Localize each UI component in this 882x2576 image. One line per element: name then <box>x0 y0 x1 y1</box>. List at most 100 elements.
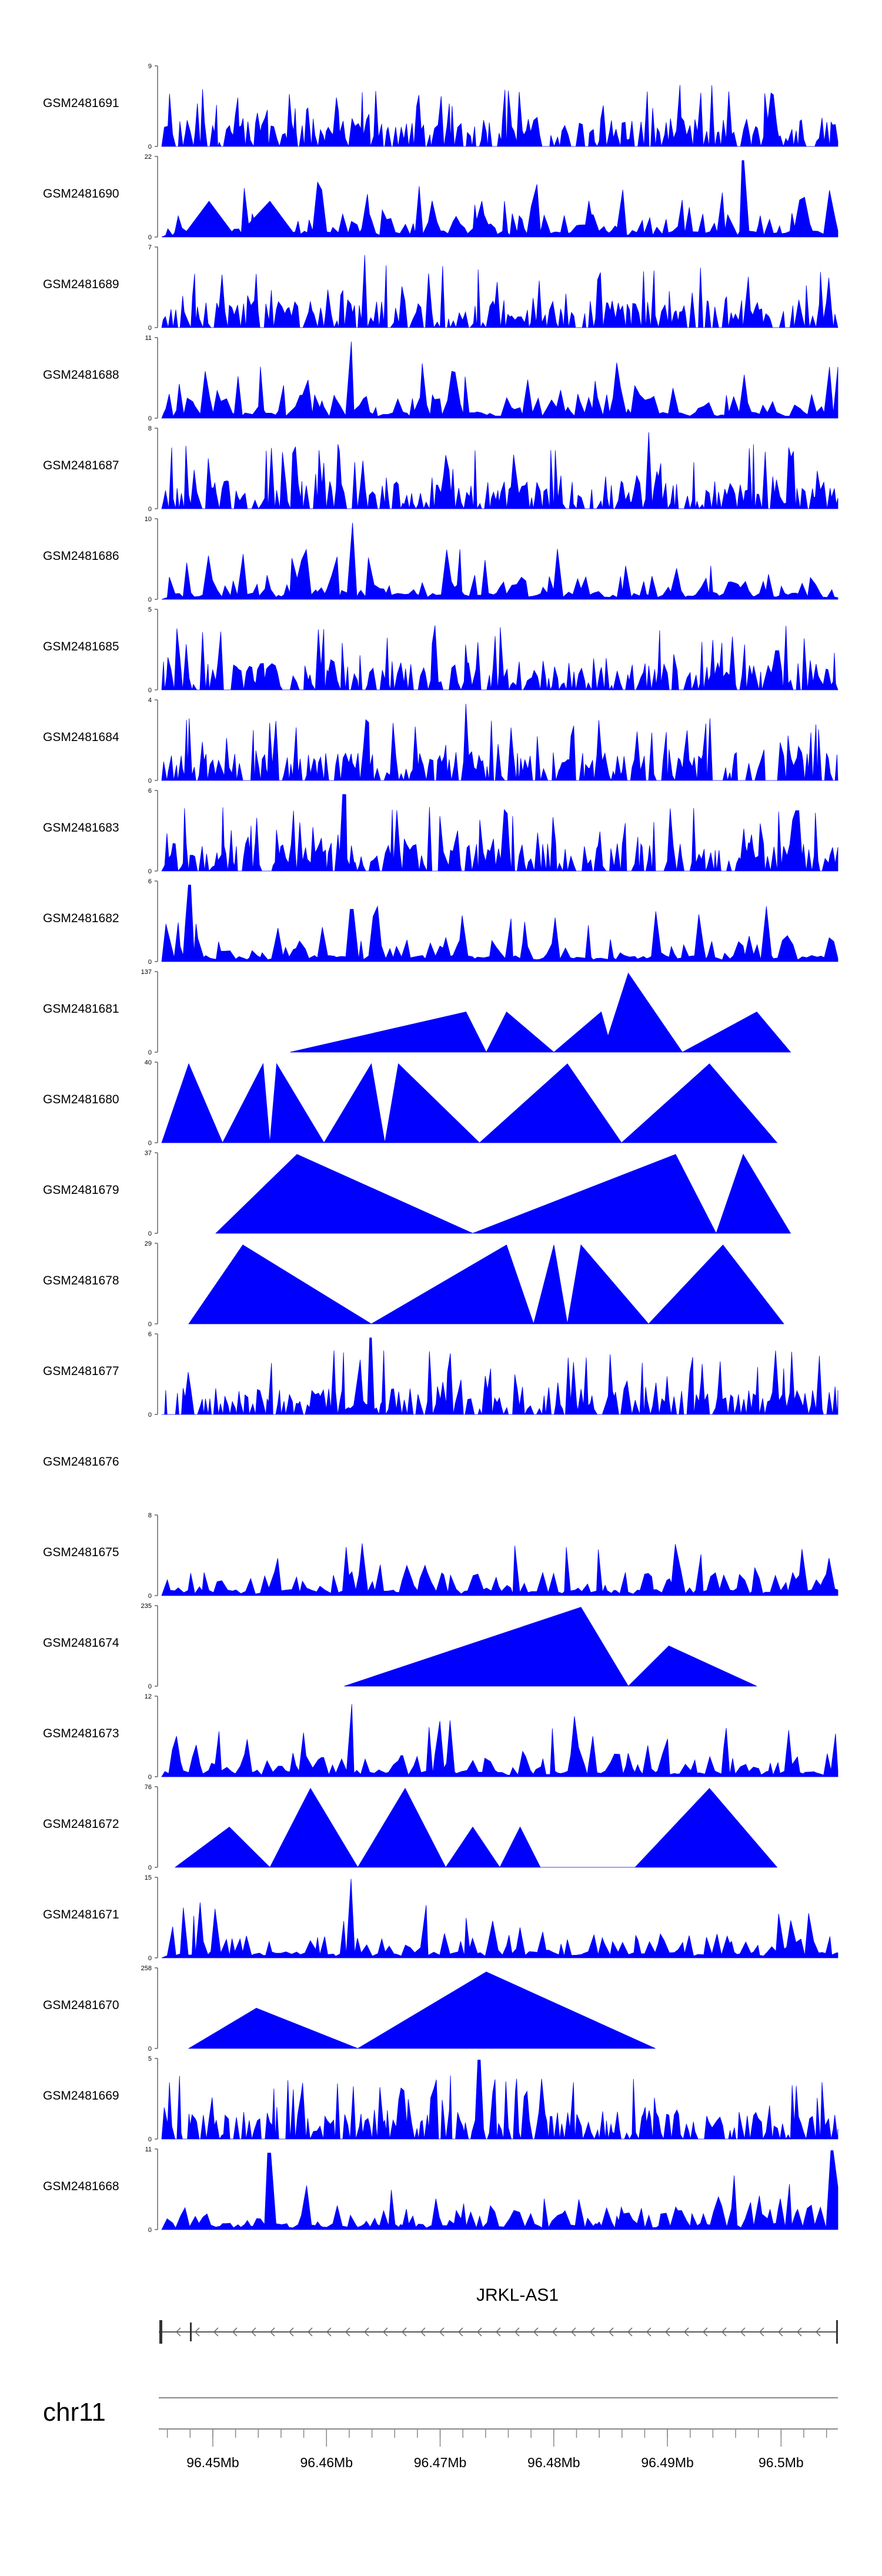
track-GSM2481670: GSM2481670 258 0 <box>43 1965 656 2053</box>
strand-arrow-mark <box>570 2327 576 2337</box>
track-coverage-extra <box>182 201 297 237</box>
track-GSM2481682: GSM2481682 6 0 <box>43 878 838 966</box>
track-ymin-label: 0 <box>148 1683 152 1690</box>
axis-tick-label: 96.46Mb <box>300 2455 353 2470</box>
track-ymax-label: 10 <box>145 516 152 523</box>
track-ymin-label: 0 <box>148 1955 152 1962</box>
track-label: GSM2481685 <box>43 640 119 653</box>
track-ymax-label: 258 <box>141 1965 152 1972</box>
track-label: GSM2481691 <box>43 96 119 110</box>
track-ymax-label: 5 <box>148 606 152 613</box>
strand-arrow-mark <box>702 2327 708 2337</box>
track-ymax-label: 11 <box>145 335 152 342</box>
track-ymax-label: 29 <box>145 1240 152 1247</box>
track-ymin-label: 0 <box>148 1321 152 1328</box>
track-label: GSM2481684 <box>43 730 119 744</box>
track-GSM2481683: GSM2481683 6 0 <box>43 788 838 875</box>
track-label: GSM2481675 <box>43 1546 119 1559</box>
strand-arrow-mark <box>326 2327 332 2337</box>
track-coverage <box>161 1878 838 1958</box>
track-label: GSM2481680 <box>43 1093 119 1106</box>
track-GSM2481668: GSM2481668 11 0 <box>43 2146 838 2234</box>
axis-tick-label: 96.49Mb <box>641 2455 694 2470</box>
gene-exon-right <box>836 2320 838 2344</box>
track-label: GSM2481683 <box>43 821 119 835</box>
track-ymin-label: 0 <box>148 596 152 603</box>
track-label: GSM2481679 <box>43 1183 119 1197</box>
strand-arrow-mark <box>552 2327 557 2337</box>
strand-arrow-mark <box>363 2327 369 2337</box>
track-coverage <box>161 2150 838 2230</box>
track-coverage <box>161 255 838 329</box>
strand-arrow-mark <box>664 2327 670 2337</box>
track-ymin-label: 0 <box>148 2046 152 2053</box>
track-ymin-label: 0 <box>148 687 152 694</box>
strand-arrow-mark <box>815 2327 821 2337</box>
track-ymax-label: 6 <box>148 1331 152 1338</box>
track-GSM2481671: GSM2481671 15 0 <box>43 1874 838 1962</box>
track-coverage <box>290 972 791 1053</box>
gene-annotation: JRKL-AS1 <box>159 2285 838 2344</box>
track-GSM2481672: GSM2481672 76 0 <box>43 1784 778 1871</box>
strand-arrow-mark <box>589 2327 595 2337</box>
track-ymax-label: 22 <box>145 154 152 161</box>
strand-arrow-mark <box>439 2327 445 2337</box>
track-ymin-label: 0 <box>148 2227 152 2234</box>
track-ymax-label: 6 <box>148 878 152 885</box>
track-ymin-label: 0 <box>148 1412 152 1419</box>
track-ymin-label: 0 <box>148 144 152 151</box>
strand-arrow-mark <box>514 2327 520 2337</box>
track-label: GSM2481673 <box>43 1727 119 1740</box>
track-coverage <box>161 85 838 148</box>
strand-arrows <box>175 2327 821 2337</box>
track-GSM2481673: GSM2481673 12 0 <box>43 1693 838 1781</box>
strand-arrow-mark <box>382 2327 388 2337</box>
track-label: GSM2481689 <box>43 278 119 291</box>
track-GSM2481688: GSM2481688 11 0 <box>43 335 838 422</box>
track-GSM2481676: GSM2481676 <box>43 1455 119 1469</box>
track-coverage <box>161 341 838 419</box>
strand-arrow-mark <box>533 2327 539 2337</box>
strand-arrow-mark <box>683 2327 689 2337</box>
track-ymax-label: 15 <box>145 1874 152 1881</box>
track-ymax-label: 235 <box>141 1603 152 1610</box>
track-coverage <box>161 1543 838 1596</box>
strand-arrow-mark <box>175 2327 181 2337</box>
track-ymax-label: 9 <box>148 63 152 70</box>
track-ymin-label: 0 <box>148 415 152 422</box>
track-ymin-label: 0 <box>148 868 152 875</box>
track-coverage <box>161 794 838 872</box>
track-coverage <box>188 1971 656 2049</box>
track-ymax-label: 11 <box>145 2146 152 2153</box>
track-ymax-label: 40 <box>145 1059 152 1066</box>
track-ymin-label: 0 <box>148 959 152 966</box>
track-label: GSM2481676 <box>43 1455 119 1469</box>
track-ymin-label: 0 <box>148 234 152 241</box>
track-label: GSM2481671 <box>43 1908 119 1921</box>
axis-tick-label: 96.48Mb <box>527 2455 580 2470</box>
track-ymin-label: 0 <box>148 2136 152 2143</box>
track-GSM2481679: GSM2481679 37 0 <box>43 1150 791 1237</box>
track-GSM2481669: GSM2481669 5 0 <box>43 2056 838 2143</box>
track-ymax-label: 37 <box>145 1150 152 1157</box>
track-label: GSM2481669 <box>43 2089 119 2103</box>
track-label: GSM2481674 <box>43 1636 119 1650</box>
track-label: GSM2481688 <box>43 368 119 382</box>
track-ymax-label: 6 <box>148 788 152 795</box>
track-ymax-label: 7 <box>148 244 152 251</box>
track-coverage <box>161 2060 838 2140</box>
track-ymin-label: 0 <box>148 1864 152 1871</box>
chromosome-label: chr11 <box>43 2398 106 2427</box>
strand-arrow-mark <box>420 2327 426 2337</box>
strand-arrow-mark <box>232 2327 238 2337</box>
track-label: GSM2481677 <box>43 1364 119 1378</box>
strand-arrow-mark <box>646 2327 652 2337</box>
track-ymin-label: 0 <box>148 506 152 513</box>
strand-arrow-mark <box>307 2327 313 2337</box>
track-coverage <box>161 432 838 510</box>
track-coverage <box>162 1337 838 1416</box>
track-GSM2481680: GSM2481680 40 0 <box>43 1059 778 1147</box>
track-coverage <box>215 1153 791 1234</box>
track-label: GSM2481668 <box>43 2180 119 2193</box>
